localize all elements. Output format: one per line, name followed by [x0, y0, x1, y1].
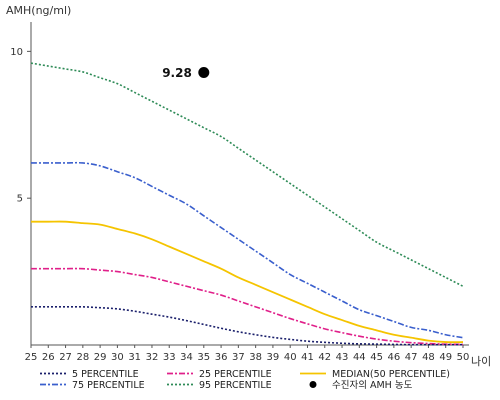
x-tick-label: 40 [284, 352, 297, 363]
y-tick-label: 5 [17, 194, 23, 205]
x-axis-title: 나이 [471, 355, 491, 368]
x-tick-label: 47 [405, 352, 418, 363]
highlight-point-label: 9.28 [162, 66, 192, 80]
x-tick-label: 49 [439, 352, 452, 363]
legend-label: 25 PERCENTILE [199, 369, 272, 380]
series-line-25-percentile [31, 267, 464, 346]
x-tick-label: 30 [111, 352, 124, 363]
x-tick-label: 38 [249, 352, 262, 363]
x-tick-label: 39 [267, 352, 280, 363]
x-tick-label: 36 [215, 352, 228, 363]
x-tick-label: 33 [163, 352, 176, 363]
y-ticks: 5 10 [10, 47, 31, 205]
x-tick-label: 50 [457, 352, 470, 363]
x-tick-label: 34 [180, 352, 193, 363]
legend: 5 PERCENTILE 25 PERCENTILE MEDIAN(50 PERCE… [40, 369, 450, 391]
series-line-5-percentile [31, 305, 463, 346]
axes [30, 22, 469, 346]
legend-swatch-patient-point [309, 381, 317, 388]
x-tick-label: 26 [42, 352, 55, 363]
x-tick-label: 37 [232, 352, 245, 363]
x-tick-label: 45 [370, 352, 383, 363]
series-lines [30, 62, 464, 346]
y-tick-label: 10 [10, 47, 23, 58]
x-ticks: 25 26 27 28 29 30 31 32 33 34 35 36 37 38 39 40 41 42 43 44… [25, 345, 470, 363]
x-tick-label: 28 [76, 352, 89, 363]
legend-label: 5 PERCENTILE [72, 369, 139, 380]
legend-label: MEDIAN(50 PERCENTILE) [332, 369, 450, 380]
x-tick-label: 27 [59, 352, 72, 363]
x-tick-label: 32 [146, 352, 159, 363]
x-tick-label: 42 [318, 352, 331, 363]
x-tick-label: 31 [128, 352, 141, 363]
highlight-point-group: 9.28 [162, 66, 210, 80]
x-tick-label: 46 [388, 352, 401, 363]
series-line-median-50-percentile [30, 220, 464, 344]
x-tick-label: 43 [336, 352, 349, 363]
x-tick-label: 29 [94, 352, 107, 363]
x-tick-label: 44 [353, 352, 366, 363]
series-line-75-percentile [31, 161, 464, 339]
legend-label: 수진자의 AMH 농도 [332, 380, 413, 391]
series-line-95-percentile [30, 62, 464, 287]
x-tick-label: 25 [25, 352, 38, 363]
x-tick-label: 35 [197, 352, 210, 363]
legend-label: 95 PERCENTILE [199, 380, 272, 391]
legend-label: 75 PERCENTILE [72, 380, 145, 391]
x-tick-label: 41 [301, 352, 314, 363]
highlight-point-marker [198, 67, 210, 79]
x-tick-label: 48 [422, 352, 435, 363]
y-axis-title: AMH(ng/ml) [6, 4, 71, 17]
